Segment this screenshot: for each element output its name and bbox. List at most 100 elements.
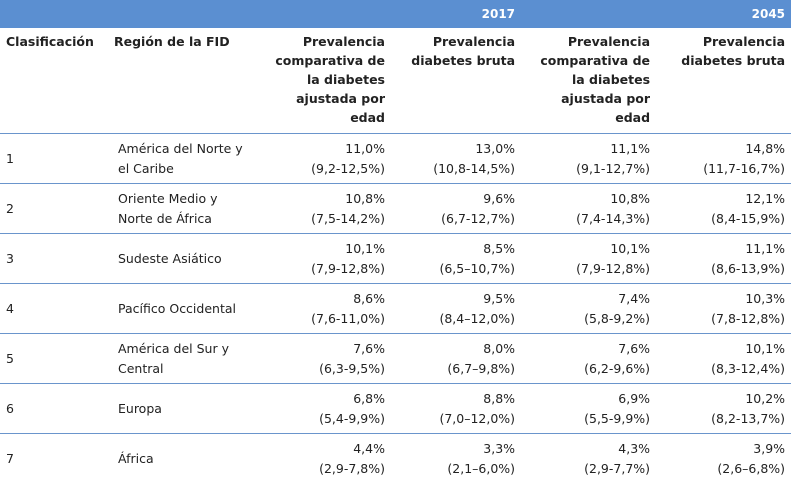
cell-value: 11,0% bbox=[259, 139, 385, 159]
raw-2045-cell: 10,1%(8,3-12,4%) bbox=[656, 334, 791, 384]
cell-value: 3,3% bbox=[397, 439, 515, 459]
cell-interval: (7,9-12,8%) bbox=[259, 259, 385, 279]
cell-interval: (5,5-9,9%) bbox=[527, 409, 650, 429]
cell-interval: (7,0–12,0%) bbox=[397, 409, 515, 429]
comparative-2045-cell: 7,4%(5,8-9,2%) bbox=[521, 284, 656, 334]
cell-value: 4,4% bbox=[259, 439, 385, 459]
cell-value: 11,1% bbox=[662, 239, 785, 259]
rank-cell: 3 bbox=[0, 234, 108, 284]
rank-cell: 1 bbox=[0, 134, 108, 184]
comparative-2017-cell: 10,1%(7,9-12,8%) bbox=[253, 234, 391, 284]
cell-interval: (11,7-16,7%) bbox=[662, 159, 785, 179]
cell-value: 3,9% bbox=[662, 439, 785, 459]
cell-value: 12,1% bbox=[662, 189, 785, 209]
cell-interval: (7,4-14,3%) bbox=[527, 209, 650, 229]
year-header-row: 2017 2045 bbox=[0, 0, 791, 28]
cell-value: 7,4% bbox=[527, 289, 650, 309]
region-cell: América del Norte y el Caribe bbox=[108, 134, 253, 184]
cell-value: África bbox=[118, 451, 154, 466]
region-cell: Pacífico Occidental bbox=[108, 284, 253, 334]
cell-interval: (7,9-12,8%) bbox=[527, 259, 650, 279]
raw-2017-cell: 8,0%(6,7–9,8%) bbox=[391, 334, 521, 384]
year-2045-label: 2045 bbox=[521, 0, 791, 28]
cell-value: 7,6% bbox=[527, 339, 650, 359]
cell-value: 8,6% bbox=[259, 289, 385, 309]
cell-value: 11,1% bbox=[527, 139, 650, 159]
cell-value: 4,3% bbox=[527, 439, 650, 459]
raw-2045-cell: 10,2%(8,2-13,7%) bbox=[656, 384, 791, 434]
cell-interval: (2,1–6,0%) bbox=[397, 459, 515, 479]
cell-value: 5 bbox=[6, 351, 14, 366]
raw-2045-cell: 11,1%(8,6-13,9%) bbox=[656, 234, 791, 284]
region-cell: Oriente Medio y Norte de África bbox=[108, 184, 253, 234]
rank-cell: 4 bbox=[0, 284, 108, 334]
header-comparative-2045: Prevalencia comparativa de la diabetes a… bbox=[521, 28, 656, 134]
raw-2017-cell: 8,8%(7,0–12,0%) bbox=[391, 384, 521, 434]
comparative-2045-cell: 10,8%(7,4-14,3%) bbox=[521, 184, 656, 234]
cell-interval: (7,6-11,0%) bbox=[259, 309, 385, 329]
cell-interval: (8,4–12,0%) bbox=[397, 309, 515, 329]
cell-value: 1 bbox=[6, 151, 14, 166]
header-raw-2017: Prevalencia diabetes bruta bbox=[391, 28, 521, 134]
cell-interval: (2,6–6,8%) bbox=[662, 459, 785, 479]
cell-value: 10,3% bbox=[662, 289, 785, 309]
table-row: 1 América del Norte y el Caribe 11,0%(9,2-… bbox=[0, 134, 791, 184]
rank-cell: 6 bbox=[0, 384, 108, 434]
cell-value: 6,9% bbox=[527, 389, 650, 409]
cell-interval: (6,7-12,7%) bbox=[397, 209, 515, 229]
cell-value: 7,6% bbox=[259, 339, 385, 359]
cell-interval: (7,8-12,8%) bbox=[662, 309, 785, 329]
year-2017-label: 2017 bbox=[0, 0, 521, 28]
cell-value: 10,1% bbox=[662, 339, 785, 359]
cell-value: Sudeste Asiático bbox=[118, 251, 222, 266]
comparative-2045-cell: 11,1%(9,1-12,7%) bbox=[521, 134, 656, 184]
cell-value: 7 bbox=[6, 451, 14, 466]
column-header-row: Clasificación Región de la FID Prevalenc… bbox=[0, 28, 791, 134]
cell-value: 10,2% bbox=[662, 389, 785, 409]
header-rank: Clasificación bbox=[0, 28, 108, 134]
header-raw-2045: Prevalencia diabetes bruta bbox=[656, 28, 791, 134]
region-cell: Sudeste Asiático bbox=[108, 234, 253, 284]
cell-interval: (8,4-15,9%) bbox=[662, 209, 785, 229]
cell-value: América del Norte y el Caribe bbox=[118, 141, 243, 176]
cell-value: 8,0% bbox=[397, 339, 515, 359]
table-row: 2 Oriente Medio y Norte de África 10,8%(7,… bbox=[0, 184, 791, 234]
cell-value: 9,5% bbox=[397, 289, 515, 309]
cell-value: 8,8% bbox=[397, 389, 515, 409]
header-comparative-2017: Prevalencia comparativa de la diabetes a… bbox=[253, 28, 391, 134]
region-cell: Europa bbox=[108, 384, 253, 434]
cell-interval: (8,6-13,9%) bbox=[662, 259, 785, 279]
region-cell: América del Sur y Central bbox=[108, 334, 253, 384]
cell-interval: (10,8-14,5%) bbox=[397, 159, 515, 179]
cell-interval: (9,1-12,7%) bbox=[527, 159, 650, 179]
comparative-2045-cell: 7,6%(6,2-9,6%) bbox=[521, 334, 656, 384]
cell-value: 9,6% bbox=[397, 189, 515, 209]
raw-2017-cell: 9,5%(8,4–12,0%) bbox=[391, 284, 521, 334]
cell-value: 2 bbox=[6, 201, 14, 216]
comparative-2017-cell: 4,4%(2,9-7,8%) bbox=[253, 434, 391, 483]
cell-value: 6 bbox=[6, 401, 14, 416]
cell-interval: (6,3-9,5%) bbox=[259, 359, 385, 379]
cell-interval: (2,9-7,7%) bbox=[527, 459, 650, 479]
cell-value: 10,8% bbox=[527, 189, 650, 209]
cell-value: América del Sur y Central bbox=[118, 341, 229, 376]
raw-2017-cell: 3,3%(2,1–6,0%) bbox=[391, 434, 521, 483]
cell-interval: (6,7–9,8%) bbox=[397, 359, 515, 379]
cell-interval: (6,5–10,7%) bbox=[397, 259, 515, 279]
cell-value: 8,5% bbox=[397, 239, 515, 259]
raw-2045-cell: 3,9%(2,6–6,8%) bbox=[656, 434, 791, 483]
comparative-2017-cell: 11,0%(9,2-12,5%) bbox=[253, 134, 391, 184]
raw-2017-cell: 8,5%(6,5–10,7%) bbox=[391, 234, 521, 284]
comparative-2045-cell: 10,1%(7,9-12,8%) bbox=[521, 234, 656, 284]
cell-value: Pacífico Occidental bbox=[118, 301, 236, 316]
cell-interval: (5,8-9,2%) bbox=[527, 309, 650, 329]
cell-value: 6,8% bbox=[259, 389, 385, 409]
comparative-2017-cell: 8,6%(7,6-11,0%) bbox=[253, 284, 391, 334]
raw-2045-cell: 14,8%(11,7-16,7%) bbox=[656, 134, 791, 184]
